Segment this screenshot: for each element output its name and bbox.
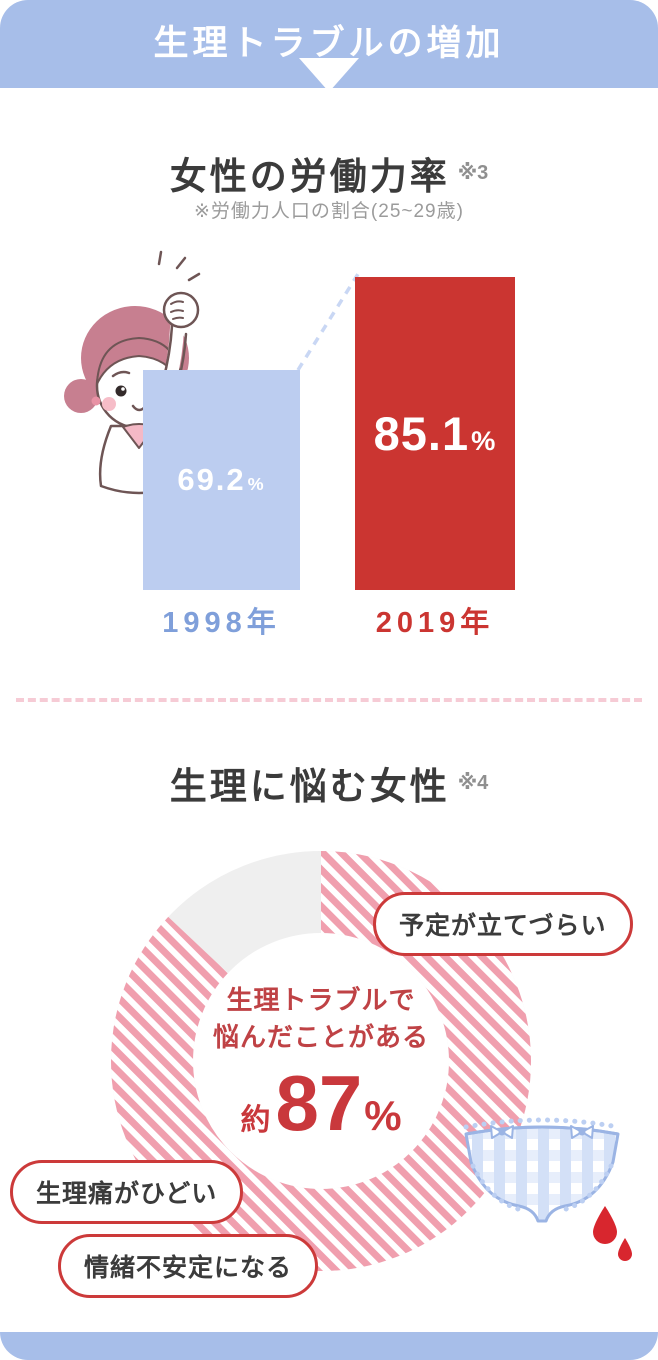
panties-illustration [463, 1117, 621, 1223]
donut-footnote-ref: ※4 [457, 772, 489, 794]
earring [91, 396, 101, 406]
footer-band [0, 1332, 658, 1360]
bar-2019-value: 85.1% [373, 407, 497, 460]
donut-section-heading: 生理に悩む女性 ※4 [0, 756, 658, 810]
header-notch-triangle [299, 58, 359, 92]
hair-bun [64, 379, 98, 413]
bar-2019-label: 2019年 [375, 607, 495, 639]
bar-1998: 69.2% [143, 370, 300, 590]
blush [102, 397, 116, 411]
labor-section-heading: 女性の労働力率 ※3 [0, 146, 658, 200]
dashed-connector-line [296, 273, 360, 371]
bar-1998-value: 69.2% [177, 462, 266, 497]
center-label-line1: 生理トラブルで [226, 985, 416, 1015]
motion-lines [157, 250, 201, 282]
percent-sign: % [364, 1092, 402, 1139]
labor-subtitle: ※労働力人口の割合(25~29歳) [194, 201, 464, 222]
dashed-divider [16, 698, 642, 702]
labor-title: 女性の労働力率 [169, 156, 450, 197]
callout-hard-to-plan: 予定が立てづらい [373, 892, 633, 956]
bow-icon [490, 1125, 594, 1139]
page-title: 生理トラブルの増加 [153, 24, 505, 63]
callout-emotional-instability: 情緒不安定になる [58, 1234, 319, 1298]
donut-title: 生理に悩む女性 [169, 766, 450, 807]
approx-prefix: 約 [240, 1104, 271, 1137]
bar-2019: 85.1% [355, 277, 515, 590]
donut-center-label: 生理トラブルで 悩んだことがある 約 87 % [171, 982, 471, 1142]
waistband [465, 1125, 619, 1136]
center-label-line2: 悩んだことがある [212, 1022, 429, 1052]
donut-slice-87pct [111, 851, 531, 1271]
percentage-value: 87 [275, 1059, 363, 1147]
blood-drops-icon [593, 1206, 632, 1261]
center-percentage: 約 87 % [171, 1064, 471, 1142]
donut-chart [111, 851, 531, 1271]
labor-footnote-ref: ※3 [457, 162, 489, 184]
lace-edge [463, 1117, 621, 1130]
bar-1998-label: 1998年 [162, 607, 281, 639]
callout-severe-cramps: 生理痛がひどい [10, 1160, 244, 1224]
